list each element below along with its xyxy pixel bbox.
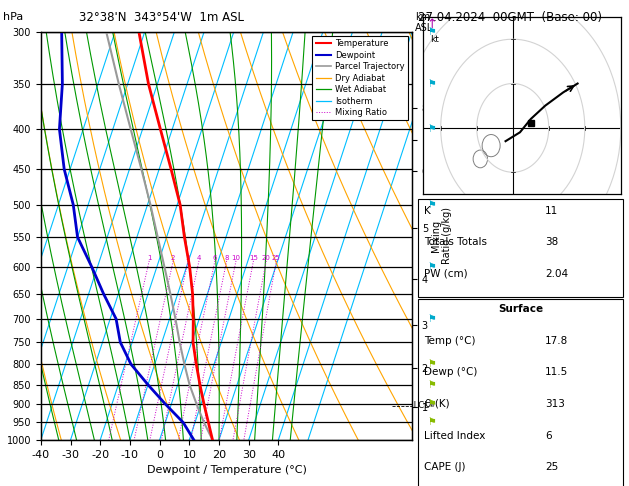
Text: PW (cm): PW (cm) <box>425 269 468 279</box>
Text: Surface: Surface <box>498 304 543 314</box>
Text: km
ASL: km ASL <box>415 12 433 33</box>
Text: ⚑: ⚑ <box>428 200 437 210</box>
Text: ⚑: ⚑ <box>428 79 437 89</box>
Legend: Temperature, Dewpoint, Parcel Trajectory, Dry Adiabat, Wet Adiabat, Isotherm, Mi: Temperature, Dewpoint, Parcel Trajectory… <box>313 36 408 121</box>
Text: ↑: ↑ <box>427 18 437 31</box>
Text: 313: 313 <box>545 399 565 409</box>
Text: ⚑: ⚑ <box>428 314 437 324</box>
Text: ⚑: ⚑ <box>428 380 437 390</box>
Text: ⚑: ⚑ <box>428 27 437 36</box>
Text: 6: 6 <box>213 255 217 261</box>
Bar <box>418 299 623 486</box>
Bar <box>418 199 623 297</box>
Text: 27.04.2024  00GMT  (Base: 00): 27.04.2024 00GMT (Base: 00) <box>418 11 603 24</box>
Text: 1: 1 <box>147 255 152 261</box>
Text: 11.5: 11.5 <box>545 367 568 377</box>
Text: Dewp (°C): Dewp (°C) <box>425 367 478 377</box>
Text: θₑ(K): θₑ(K) <box>425 399 450 409</box>
Text: 38: 38 <box>545 237 559 247</box>
Text: 17.8: 17.8 <box>545 336 568 346</box>
Text: 2.04: 2.04 <box>545 269 568 279</box>
Y-axis label: Mixing
Ratio (g/kg): Mixing Ratio (g/kg) <box>431 207 452 264</box>
Text: ⚑: ⚑ <box>428 359 437 369</box>
Text: 25: 25 <box>272 255 281 261</box>
Text: 4: 4 <box>197 255 201 261</box>
Text: K: K <box>425 206 431 216</box>
Text: 25: 25 <box>545 462 559 472</box>
Text: CAPE (J): CAPE (J) <box>425 462 466 472</box>
Text: 20: 20 <box>262 255 270 261</box>
Text: 15: 15 <box>249 255 258 261</box>
Text: 32°38'N  343°54'W  1m ASL: 32°38'N 343°54'W 1m ASL <box>79 11 243 24</box>
Text: 2: 2 <box>171 255 175 261</box>
Text: kt: kt <box>430 35 439 44</box>
Text: Totals Totals: Totals Totals <box>425 237 487 247</box>
Text: 11: 11 <box>545 206 559 216</box>
Text: ⚑: ⚑ <box>428 261 437 272</box>
Text: 6: 6 <box>545 431 552 440</box>
Text: ⚑: ⚑ <box>428 417 437 428</box>
Text: 3: 3 <box>186 255 191 261</box>
Text: ⚑: ⚑ <box>428 399 437 409</box>
Text: LCL: LCL <box>411 401 428 411</box>
Text: ⚑: ⚑ <box>428 124 437 134</box>
Text: Temp (°C): Temp (°C) <box>425 336 476 346</box>
Text: 8: 8 <box>225 255 229 261</box>
X-axis label: Dewpoint / Temperature (°C): Dewpoint / Temperature (°C) <box>147 465 306 475</box>
Text: hPa: hPa <box>3 12 23 22</box>
Text: 10: 10 <box>231 255 240 261</box>
Text: Lifted Index: Lifted Index <box>425 431 486 440</box>
